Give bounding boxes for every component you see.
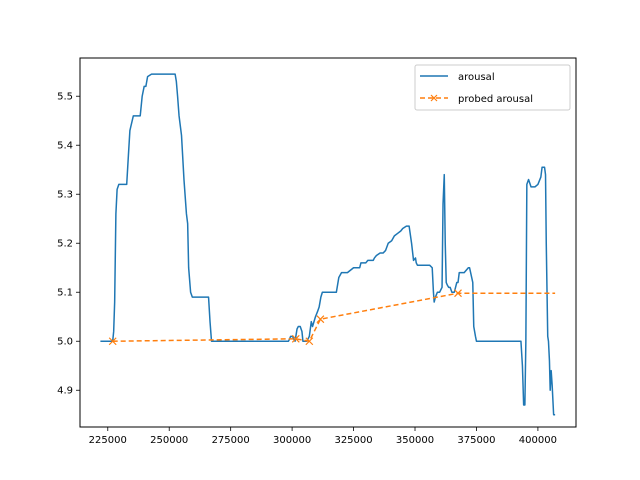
probed-arousal-point: [108, 337, 117, 346]
probed-arousal-point: [291, 334, 300, 343]
x-tick-label: 250000: [150, 435, 188, 446]
x-tick-label: 350000: [396, 435, 434, 446]
y-tick-label: 5.0: [57, 337, 73, 348]
x-tick-label: 300000: [273, 435, 311, 446]
y-tick-label: 5.2: [57, 239, 73, 250]
legend-label-probed-arousal: probed arousal: [458, 94, 533, 105]
x-tick-label: 225000: [89, 435, 127, 446]
y-tick-label: 5.3: [57, 190, 73, 201]
axes-frame: [79, 57, 577, 428]
y-axis: 4.9 5.0 5.1 5.2 5.3 5.4 5.5: [57, 92, 80, 397]
x-tick-label: 375000: [457, 435, 495, 446]
legend-label-arousal: arousal: [458, 72, 495, 83]
x-tick-label: 325000: [334, 435, 372, 446]
legend-box: [414, 64, 571, 111]
y-tick-label: 5.5: [57, 92, 73, 103]
legend: arousal probed arousal: [414, 64, 571, 111]
y-tick-label: 5.4: [57, 141, 73, 152]
x-axis: 225000 250000 275000 300000 325000 350000 3750…: [89, 427, 557, 446]
plot-area: [100, 73, 556, 416]
y-tick-label: 5.1: [57, 288, 73, 299]
x-tick-label: 400000: [519, 435, 557, 446]
probed-arousal-point: [454, 289, 462, 298]
probed-arousal-point: [316, 315, 325, 324]
series-line-probed-arousal: [112, 292, 556, 342]
series-line-arousal: [100, 73, 556, 416]
x-tick-label: 275000: [212, 435, 250, 446]
probed-arousal-point: [305, 337, 314, 346]
y-tick-label: 4.9: [57, 386, 73, 397]
legend-marker-x-icon: [430, 94, 438, 102]
